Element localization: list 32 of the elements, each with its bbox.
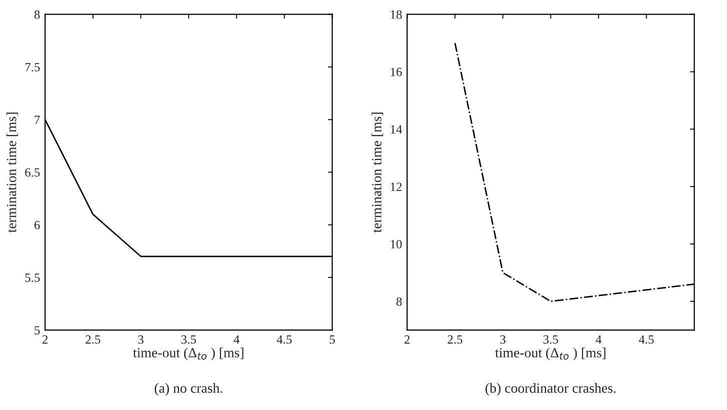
x-tick-label: 3 [500,335,506,344]
y-tick-label: 7.5 [25,63,40,72]
y-tick-label: 5.5 [25,274,40,282]
x-tick-label: 2 [42,335,48,344]
y-tick-label: 7 [34,116,40,124]
y-tick-label: 6.5 [25,168,40,177]
x-tick-label: 2.5 [448,335,462,344]
y-tick-label: 18 [390,10,402,19]
x-tick-label: 5 [330,335,335,344]
x-tick-label: 4 [234,335,240,344]
y-axis-title: termination time [ms] [372,112,384,233]
x-axis-title: time-out (Δ$_{to}$ ) [ms] [495,348,606,360]
y-axis-title: termination time [ms] [6,112,18,233]
x-tick-label: 2 [404,335,410,344]
y-tick-label: 5 [34,326,40,335]
x-tick-label: 3 [138,335,144,344]
x-axis-title: time-out (Δ$_{to}$ ) [ms] [133,348,244,360]
text: (b) coordinator crashes. [486,383,616,396]
x-tick-label: 4 [596,335,602,344]
y-tick-label: 8 [396,297,402,306]
y-tick-label: 6 [34,220,40,230]
x-tick-label: 3.5 [181,335,196,344]
y-tick-label: 10 [390,240,402,248]
y-tick-label: 8 [34,10,40,19]
y-tick-label: 16 [390,68,402,76]
x-tick-label: 4.5 [638,335,654,344]
text: (a) no crash. [154,383,222,396]
x-tick-label: 3.5 [543,335,558,344]
x-tick-label: 2.5 [86,335,100,344]
y-tick-label: 14 [390,125,402,134]
y-tick-label: 12 [390,182,402,191]
x-tick-label: 4.5 [276,335,292,344]
